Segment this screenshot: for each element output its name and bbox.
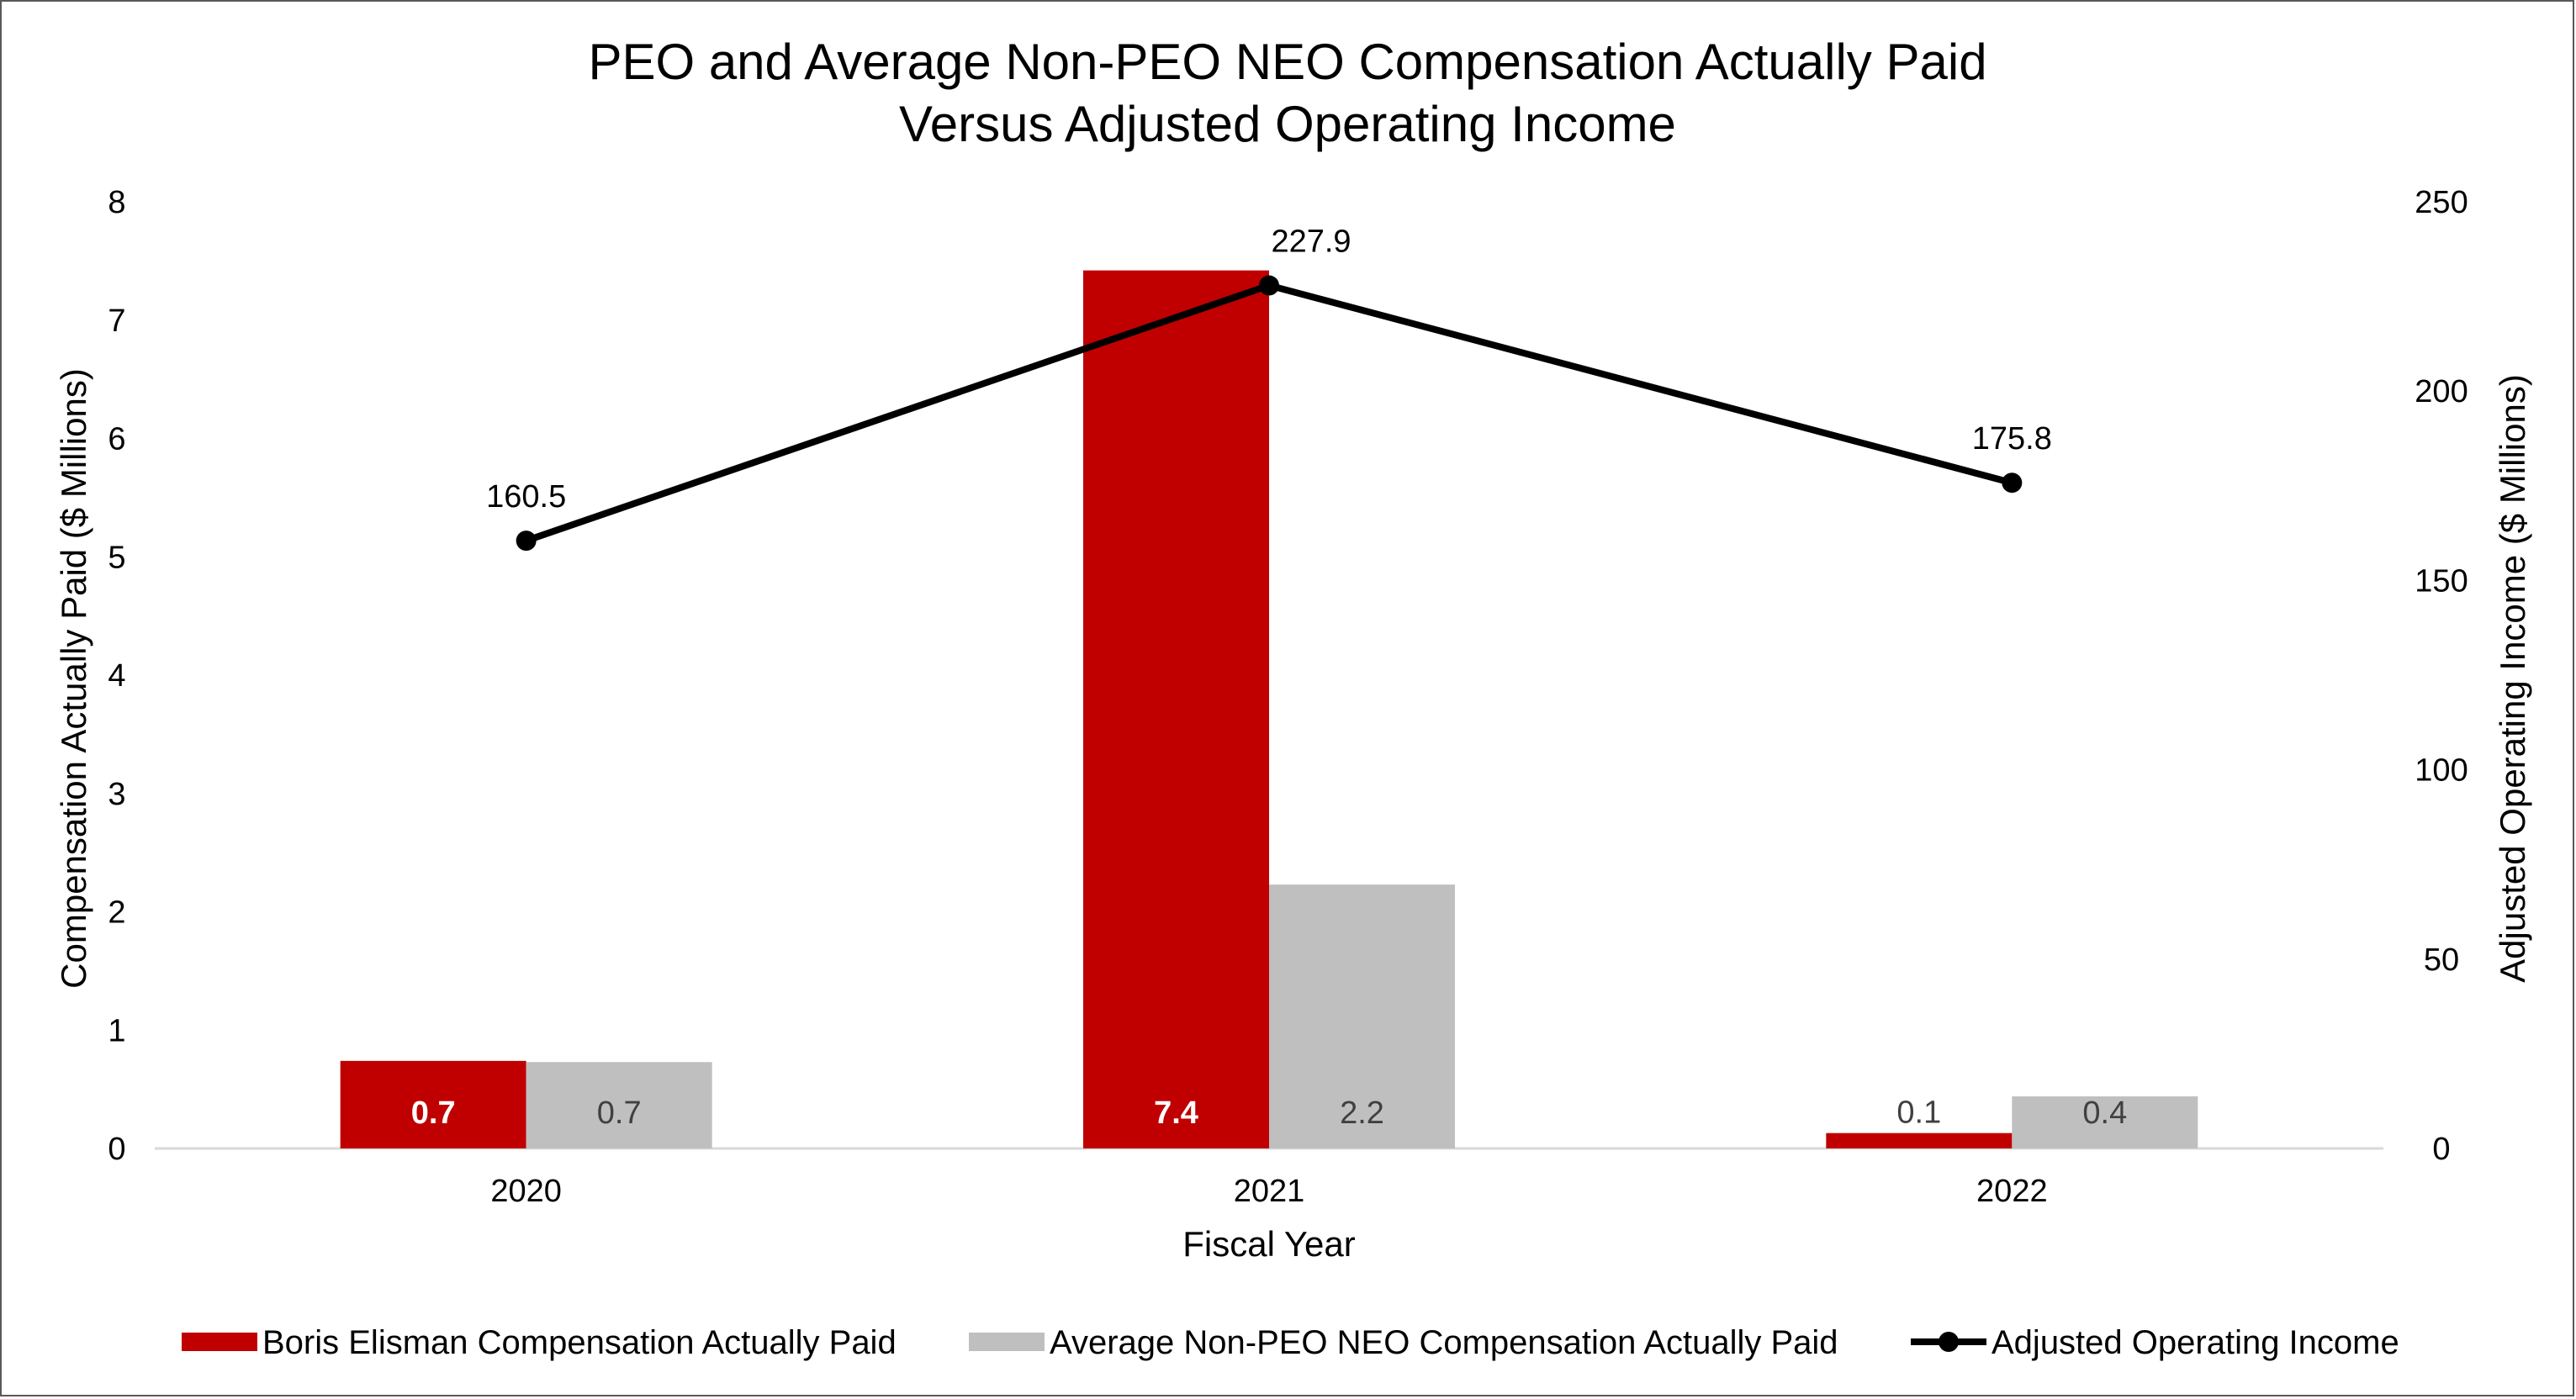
line-data-label: 160.5 — [486, 479, 566, 515]
chart-title: PEO and Average Non-PEO NEO Compensation… — [588, 34, 1986, 90]
y-tick-label: 6 — [108, 422, 125, 457]
bar-1 — [2012, 1096, 2198, 1148]
axes-layer: 0 1 2 3 4 5 6 7 8 0 50 100 150 200 250 2020 2021 2022 — [108, 185, 2468, 1209]
y-tick-label: 7 — [108, 304, 125, 339]
y-tick-label: 3 — [108, 777, 125, 812]
legend: Boris Elisman Compensation Actually Paid… — [182, 1324, 2399, 1361]
y-tick-label: 4 — [108, 658, 125, 694]
legend-swatch-0 — [182, 1333, 257, 1351]
line-layer — [516, 275, 2023, 552]
line-point — [1259, 275, 1279, 296]
bar-data-label: 0.7 — [411, 1095, 456, 1131]
bar-0 — [1826, 1132, 2013, 1148]
bar-1 — [1269, 884, 1455, 1148]
legend-label: Adjusted Operating Income — [1992, 1324, 2399, 1361]
bar-0 — [1083, 270, 1269, 1148]
y-tick-label: 1 — [108, 1013, 125, 1048]
bar-data-label: 0.1 — [1896, 1095, 1941, 1131]
y2-tick-label: 50 — [2424, 942, 2459, 978]
legend-label: Boris Elisman Compensation Actually Paid — [262, 1324, 897, 1361]
y2-tick-label: 100 — [2415, 753, 2468, 789]
y-axis-title: Compensation Actually Paid ($ Millions) — [54, 368, 93, 989]
legend-swatch-1 — [969, 1333, 1045, 1351]
x-axis-title: Fiscal Year — [1182, 1224, 1355, 1264]
y2-tick-label: 250 — [2415, 185, 2468, 220]
bars-layer — [340, 270, 2198, 1148]
bar-data-label: 0.7 — [597, 1095, 642, 1131]
y2-tick-label: 0 — [2432, 1132, 2450, 1167]
bar-data-label: 0.4 — [2082, 1095, 2127, 1131]
y-tick-label: 2 — [108, 895, 125, 931]
x-tick-label: 2020 — [490, 1174, 562, 1209]
line-point — [2002, 472, 2023, 494]
line-data-label: 175.8 — [1972, 421, 2052, 457]
bar-data-label: 2.2 — [1340, 1095, 1384, 1131]
line-point — [516, 531, 537, 552]
legend-marker — [1939, 1332, 1959, 1352]
y-tick-label: 8 — [108, 185, 125, 220]
y-tick-label: 0 — [108, 1132, 125, 1167]
y2-tick-label: 150 — [2415, 563, 2468, 599]
line-data-label: 227.9 — [1271, 224, 1351, 260]
chart-subtitle: Versus Adjusted Operating Income — [899, 96, 1676, 152]
labels-layer: 0.7 7.4 0.1 0.7 2.2 0.4 160.5 227.9 175.8 — [411, 224, 2127, 1131]
bar-data-label: 7.4 — [1154, 1095, 1198, 1131]
y2-tick-label: 200 — [2415, 374, 2468, 409]
x-tick-label: 2022 — [1976, 1174, 2048, 1209]
y-tick-label: 5 — [108, 540, 125, 575]
bar-0 — [340, 1060, 526, 1148]
y2-axis-title: Adjusted Operating Income ($ Millions) — [2493, 374, 2532, 983]
x-tick-label: 2021 — [1234, 1174, 1305, 1209]
bar-1 — [526, 1062, 712, 1148]
legend-label: Average Non-PEO NEO Compensation Actuall… — [1050, 1324, 1838, 1361]
